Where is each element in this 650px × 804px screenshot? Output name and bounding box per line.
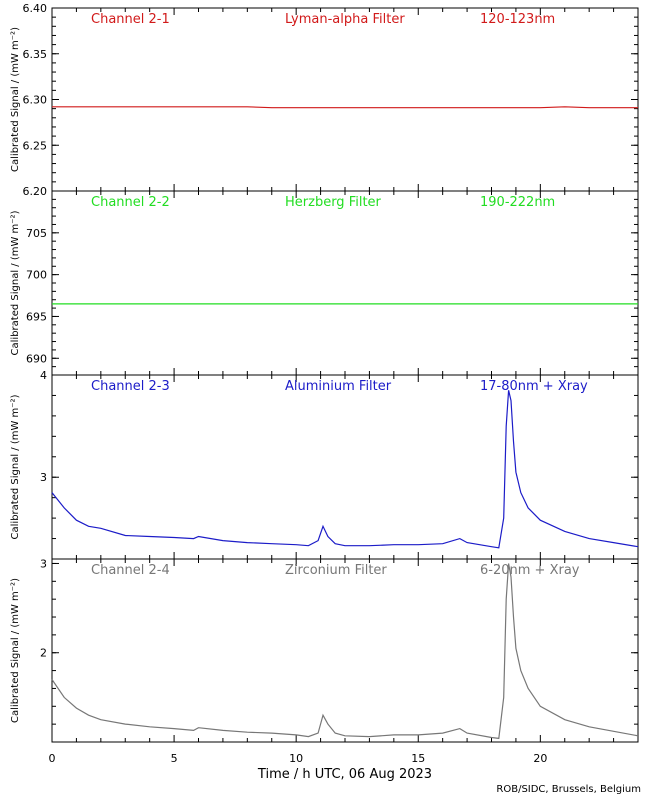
band-label: 120-123nm (480, 12, 555, 27)
series-line-1 (52, 106, 638, 109)
credit-text: ROB/SIDC, Brussels, Belgium (496, 784, 641, 795)
x-tick-label: 0 (49, 752, 56, 765)
series-line-3 (51, 390, 639, 549)
panel-frame-3 (51, 374, 639, 560)
x-tick-label: 15 (411, 752, 425, 765)
y-tick-label: 3 (40, 557, 47, 570)
series-line-4 (51, 563, 639, 740)
y-axis-label: Calibrated Signal / (mW m⁻²) (10, 394, 21, 539)
filter-label: Herzberg Filter (285, 195, 382, 210)
channel-label: Channel 2-4 (91, 563, 170, 578)
panel-frame-2 (51, 190, 639, 376)
channel-label: Channel 2-1 (91, 12, 170, 27)
y-tick-label: 3 (40, 471, 47, 484)
y-tick-label: 2 (40, 647, 47, 660)
x-tick-label: 5 (171, 752, 178, 765)
band-label: 17-80nm + Xray (480, 379, 588, 394)
y-tick-label: 4 (40, 369, 47, 382)
x-tick-label: 10 (289, 752, 303, 765)
filter-label: Lyman-alpha Filter (285, 12, 405, 27)
y-axis-label: Calibrated Signal / (mW m⁻²) (10, 210, 21, 355)
y-tick-label: 695 (26, 310, 47, 323)
y-tick-label: 6.30 (23, 94, 48, 107)
x-axis-title: Time / h UTC, 06 Aug 2023 (257, 767, 432, 782)
y-axis-label: Calibrated Signal / (mW m⁻²) (10, 27, 21, 172)
y-tick-label: 705 (26, 227, 47, 240)
y-tick-label: 6.40 (23, 2, 48, 15)
channel-label: Channel 2-3 (91, 379, 170, 394)
panel-frame-4 (51, 558, 639, 743)
y-tick-label: 700 (26, 269, 47, 282)
channel-label: Channel 2-2 (91, 195, 170, 210)
band-label: 190-222nm (480, 195, 555, 210)
y-tick-label: 6.20 (23, 185, 48, 198)
filter-label: Zirconium Filter (285, 563, 387, 578)
y-tick-label: 6.25 (23, 139, 48, 152)
filter-label: Aluminium Filter (285, 379, 392, 394)
y-axis-label: Calibrated Signal / (mW m⁻²) (10, 578, 21, 723)
panel-frame-1 (51, 7, 639, 192)
band-label: 6-20nm + Xray (480, 563, 580, 578)
y-tick-label: 690 (26, 352, 47, 365)
y-tick-label: 6.35 (23, 48, 48, 61)
x-tick-label: 20 (533, 752, 547, 765)
